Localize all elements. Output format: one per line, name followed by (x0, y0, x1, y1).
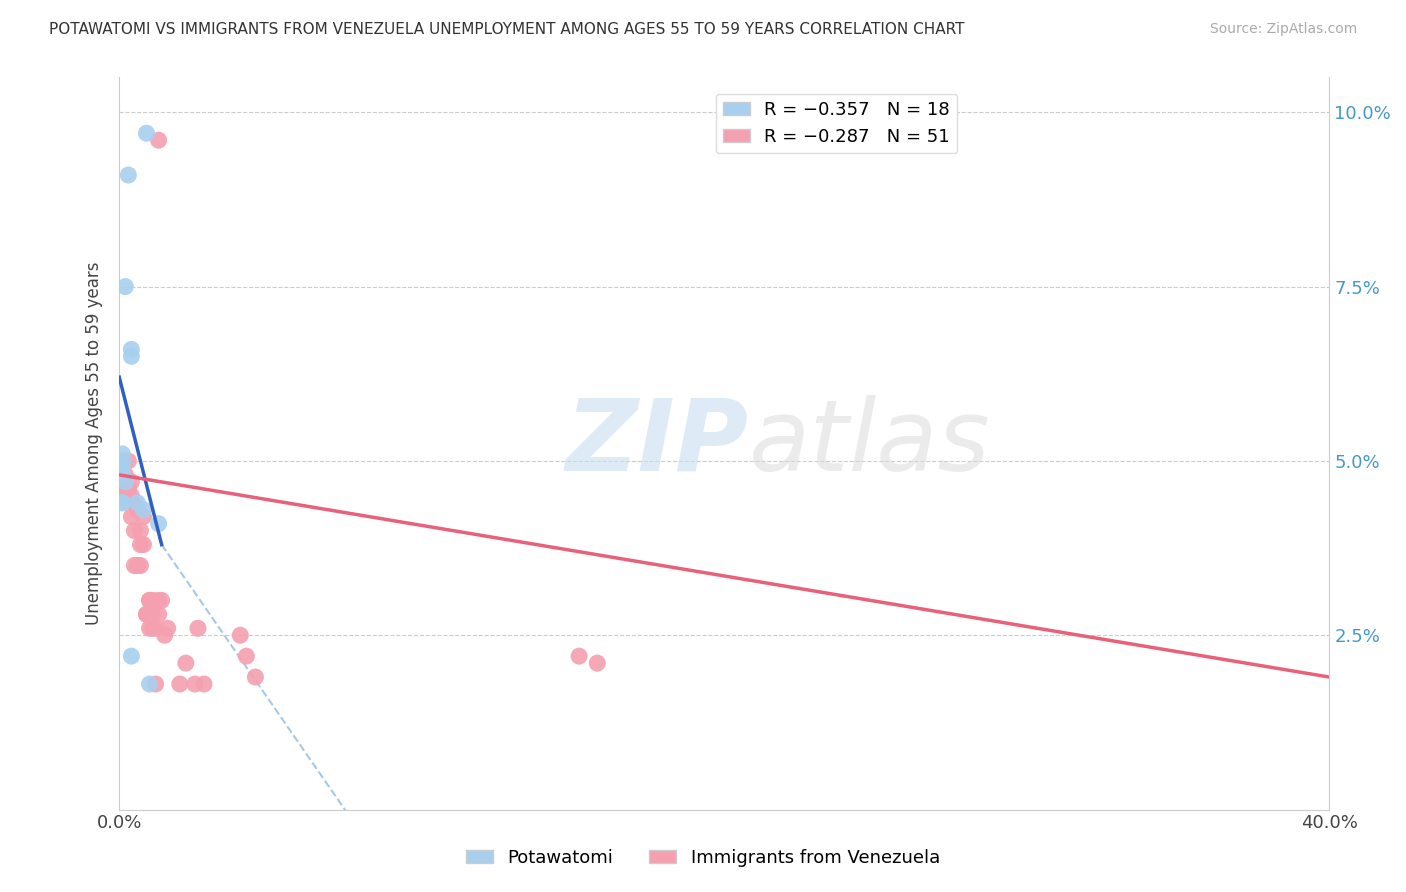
Point (111, 496, 134, 510)
Point (148, 516, 170, 531)
Point (138, 593, 160, 607)
Point (114, 467, 136, 482)
Point (124, 496, 146, 510)
Point (111, 454, 134, 468)
Point (229, 628, 252, 642)
Point (129, 558, 152, 573)
Point (127, 496, 149, 510)
Point (111, 482, 134, 496)
Point (114, 279, 136, 293)
Point (124, 524, 146, 538)
Point (120, 349, 142, 363)
Point (114, 489, 136, 503)
Point (586, 656, 609, 670)
Legend: Potawatomi, Immigrants from Venezuela: Potawatomi, Immigrants from Venezuela (458, 842, 948, 874)
Point (120, 509, 142, 524)
Point (120, 343, 142, 357)
Point (117, 454, 139, 468)
Point (150, 593, 173, 607)
Point (141, 621, 163, 635)
Point (117, 168, 139, 182)
Point (111, 496, 134, 510)
Y-axis label: Unemployment Among Ages 55 to 59 years: Unemployment Among Ages 55 to 59 years (86, 261, 103, 625)
Point (138, 677, 160, 691)
Point (127, 502, 149, 516)
Point (120, 649, 142, 664)
Point (127, 558, 149, 573)
Text: ZIP: ZIP (565, 395, 748, 492)
Point (148, 607, 170, 622)
Text: atlas: atlas (748, 395, 990, 492)
Point (111, 475, 134, 489)
Point (111, 447, 134, 461)
Point (184, 677, 207, 691)
Point (141, 607, 163, 622)
Point (245, 670, 267, 684)
Point (132, 509, 155, 524)
Point (111, 482, 134, 496)
Point (135, 607, 157, 622)
Point (124, 558, 146, 573)
Point (568, 649, 591, 664)
Point (132, 502, 155, 516)
Point (132, 538, 155, 552)
Point (111, 461, 134, 475)
Point (138, 593, 160, 607)
Point (169, 677, 191, 691)
Point (111, 454, 134, 468)
Point (129, 538, 152, 552)
Point (127, 502, 149, 516)
Legend: R = −0.357   N = 18, R = −0.287   N = 51: R = −0.357 N = 18, R = −0.287 N = 51 (716, 94, 957, 153)
Point (120, 475, 142, 489)
Point (145, 621, 167, 635)
Point (120, 489, 142, 503)
Point (111, 467, 134, 482)
Text: POTAWATOMI VS IMMIGRANTS FROM VENEZUELA UNEMPLOYMENT AMONG AGES 55 TO 59 YEARS C: POTAWATOMI VS IMMIGRANTS FROM VENEZUELA … (49, 22, 965, 37)
Point (193, 677, 215, 691)
Point (117, 482, 139, 496)
Point (135, 607, 157, 622)
Point (135, 126, 157, 140)
Point (141, 593, 163, 607)
Point (117, 482, 139, 496)
Point (148, 593, 170, 607)
Point (148, 133, 170, 147)
Point (114, 482, 136, 496)
Point (174, 656, 197, 670)
Point (187, 621, 209, 635)
Point (129, 524, 152, 538)
Text: Source: ZipAtlas.com: Source: ZipAtlas.com (1209, 22, 1357, 37)
Point (153, 628, 176, 642)
Point (156, 621, 179, 635)
Point (127, 558, 149, 573)
Point (114, 475, 136, 489)
Point (138, 621, 160, 635)
Point (111, 475, 134, 489)
Point (235, 649, 257, 664)
Point (145, 677, 167, 691)
